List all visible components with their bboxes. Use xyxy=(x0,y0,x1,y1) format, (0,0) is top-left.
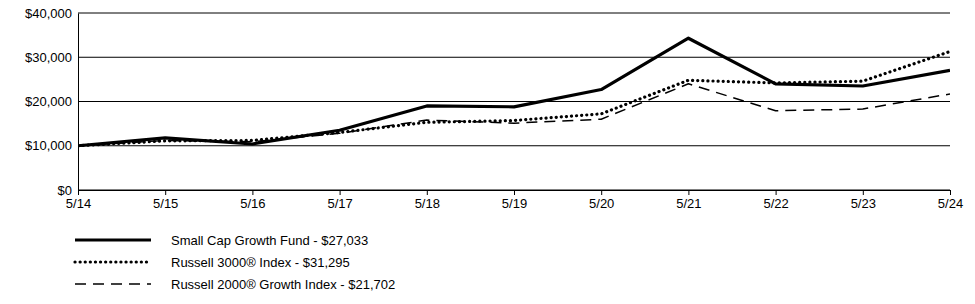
x-tick: 5/16 xyxy=(240,190,265,211)
x-tick-mark xyxy=(601,190,602,195)
x-tick: 5/19 xyxy=(502,190,527,211)
x-tick-label: 5/22 xyxy=(763,196,788,211)
x-tick-mark xyxy=(950,190,951,195)
x-tick-mark xyxy=(427,190,428,195)
x-tick-label: 5/15 xyxy=(153,196,178,211)
x-tick-label: 5/18 xyxy=(415,196,440,211)
y-tick-label: $30,000 xyxy=(25,50,72,65)
x-tick-mark xyxy=(252,190,253,195)
grid xyxy=(78,13,950,190)
lines xyxy=(78,38,950,146)
x-tick-label: 5/16 xyxy=(240,196,265,211)
legend-swatch xyxy=(75,283,151,285)
x-tick-mark xyxy=(340,190,341,195)
series-line xyxy=(78,52,950,146)
y-tick: $30,000 xyxy=(25,50,78,65)
x-tick-label: 5/24 xyxy=(938,196,963,211)
x-tick-label: 5/20 xyxy=(589,196,614,211)
y-tick: $40,000 xyxy=(25,6,78,21)
x-tick-label: 5/17 xyxy=(327,196,352,211)
grid-line xyxy=(78,13,950,14)
x-tick: 5/15 xyxy=(153,190,178,211)
x-tick: 5/14 xyxy=(66,190,91,211)
x-tick-label: 5/21 xyxy=(676,196,701,211)
legend-label: Small Cap Growth Fund - $27,033 xyxy=(171,233,368,248)
x-tick: 5/21 xyxy=(676,190,701,211)
legend-label: Russell 2000® Growth Index - $21,702 xyxy=(171,277,395,292)
grid-line xyxy=(78,101,950,102)
y-tick: $20,000 xyxy=(25,94,78,109)
x-tick: 5/24 xyxy=(938,190,963,211)
x-tick: 5/23 xyxy=(851,190,876,211)
legend: Small Cap Growth Fund - $27,033 Russell 3… xyxy=(75,233,395,292)
x-tick: 5/20 xyxy=(589,190,614,211)
x-tick-label: 5/14 xyxy=(66,196,91,211)
legend-swatch xyxy=(75,260,151,263)
y-tick-label: $10,000 xyxy=(25,138,72,153)
x-tick-label: 5/23 xyxy=(851,196,876,211)
x-axis: 5/14 5/15 5/16 5/17 5/18 5/19 5/20 5/21 5/22 5/23… xyxy=(66,190,963,211)
plot: $0$10,000$20,000$30,000$40,0005/145/155/… xyxy=(25,6,963,212)
x-tick-mark xyxy=(688,190,689,195)
x-tick-mark xyxy=(863,190,864,195)
legend-item: Small Cap Growth Fund - $27,033 xyxy=(75,233,368,248)
grid-line xyxy=(78,145,950,146)
legend-swatch xyxy=(75,238,151,241)
series-line xyxy=(78,38,950,146)
legend-label: Russell 3000® Index - $31,295 xyxy=(171,255,350,270)
series-line xyxy=(78,84,950,146)
x-tick-label: 5/19 xyxy=(502,196,527,211)
y-tick-label: $40,000 xyxy=(25,6,72,21)
y-axis: $0$10,000$20,000$30,000$40,000 xyxy=(25,6,79,198)
x-tick: 5/22 xyxy=(763,190,788,211)
x-tick: 5/17 xyxy=(327,190,352,211)
y-tick-label: $20,000 xyxy=(25,94,72,109)
x-tick: 5/18 xyxy=(415,190,440,211)
legend-item: Russell 3000® Index - $31,295 xyxy=(75,255,350,270)
x-tick-mark xyxy=(78,190,79,195)
x-tick-mark xyxy=(776,190,777,195)
legend-item: Russell 2000® Growth Index - $21,702 xyxy=(75,277,395,292)
grid-line xyxy=(78,57,950,58)
y-tick: $10,000 xyxy=(25,138,78,153)
y-axis-line xyxy=(78,14,79,191)
x-tick-mark xyxy=(165,190,166,195)
x-tick-mark xyxy=(514,190,515,195)
